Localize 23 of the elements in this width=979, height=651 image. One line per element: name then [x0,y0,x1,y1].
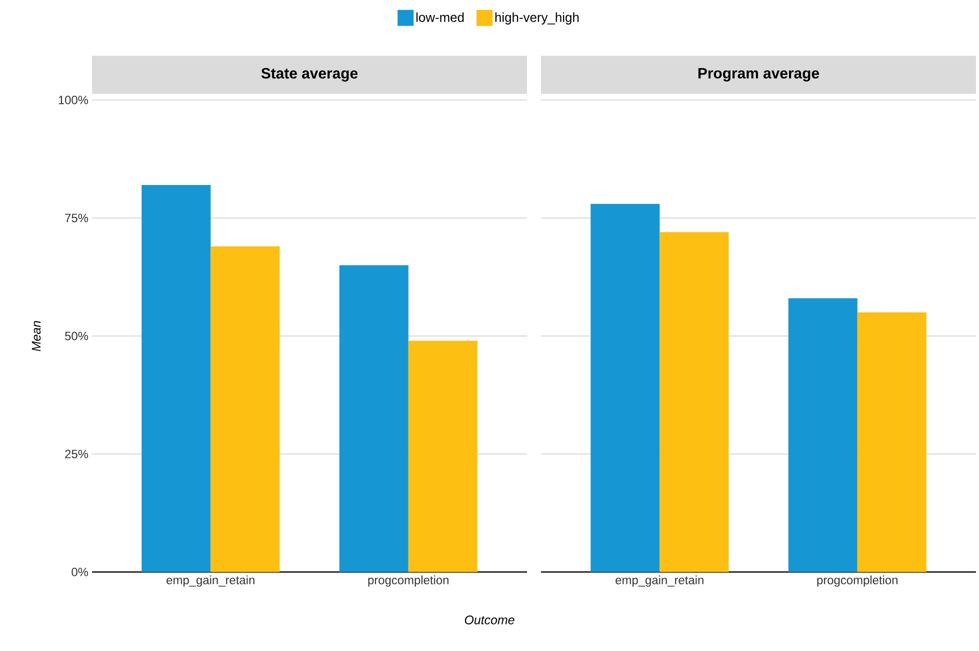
chart-title: State average [261,68,358,82]
bar [339,265,408,572]
legend-label: low-med [416,12,464,22]
bar [210,246,280,572]
bar [788,298,858,572]
bar [660,232,729,572]
bar [857,312,926,572]
bar [142,184,211,572]
y-tick-label: 0% [72,568,88,576]
y-tick-label: 75% [65,214,88,222]
x-tick-label: emp_gain_retain [616,576,704,587]
y-tick-label: 100% [58,96,88,104]
y-tick-label: 50% [65,332,88,340]
x-tick-label: progcompletion [817,576,898,587]
legend-label: high-very_high [495,12,579,24]
bar [408,340,478,572]
x-tick-label: emp_gain_retain [166,576,254,587]
bar [590,204,660,572]
x-axis-title: Outcome [464,616,514,624]
chart-title: Program average [698,68,820,82]
x-tick-label: progcompletion [368,576,448,587]
y-tick-label: 25% [65,450,88,458]
y-axis-title: Mean [32,320,41,352]
